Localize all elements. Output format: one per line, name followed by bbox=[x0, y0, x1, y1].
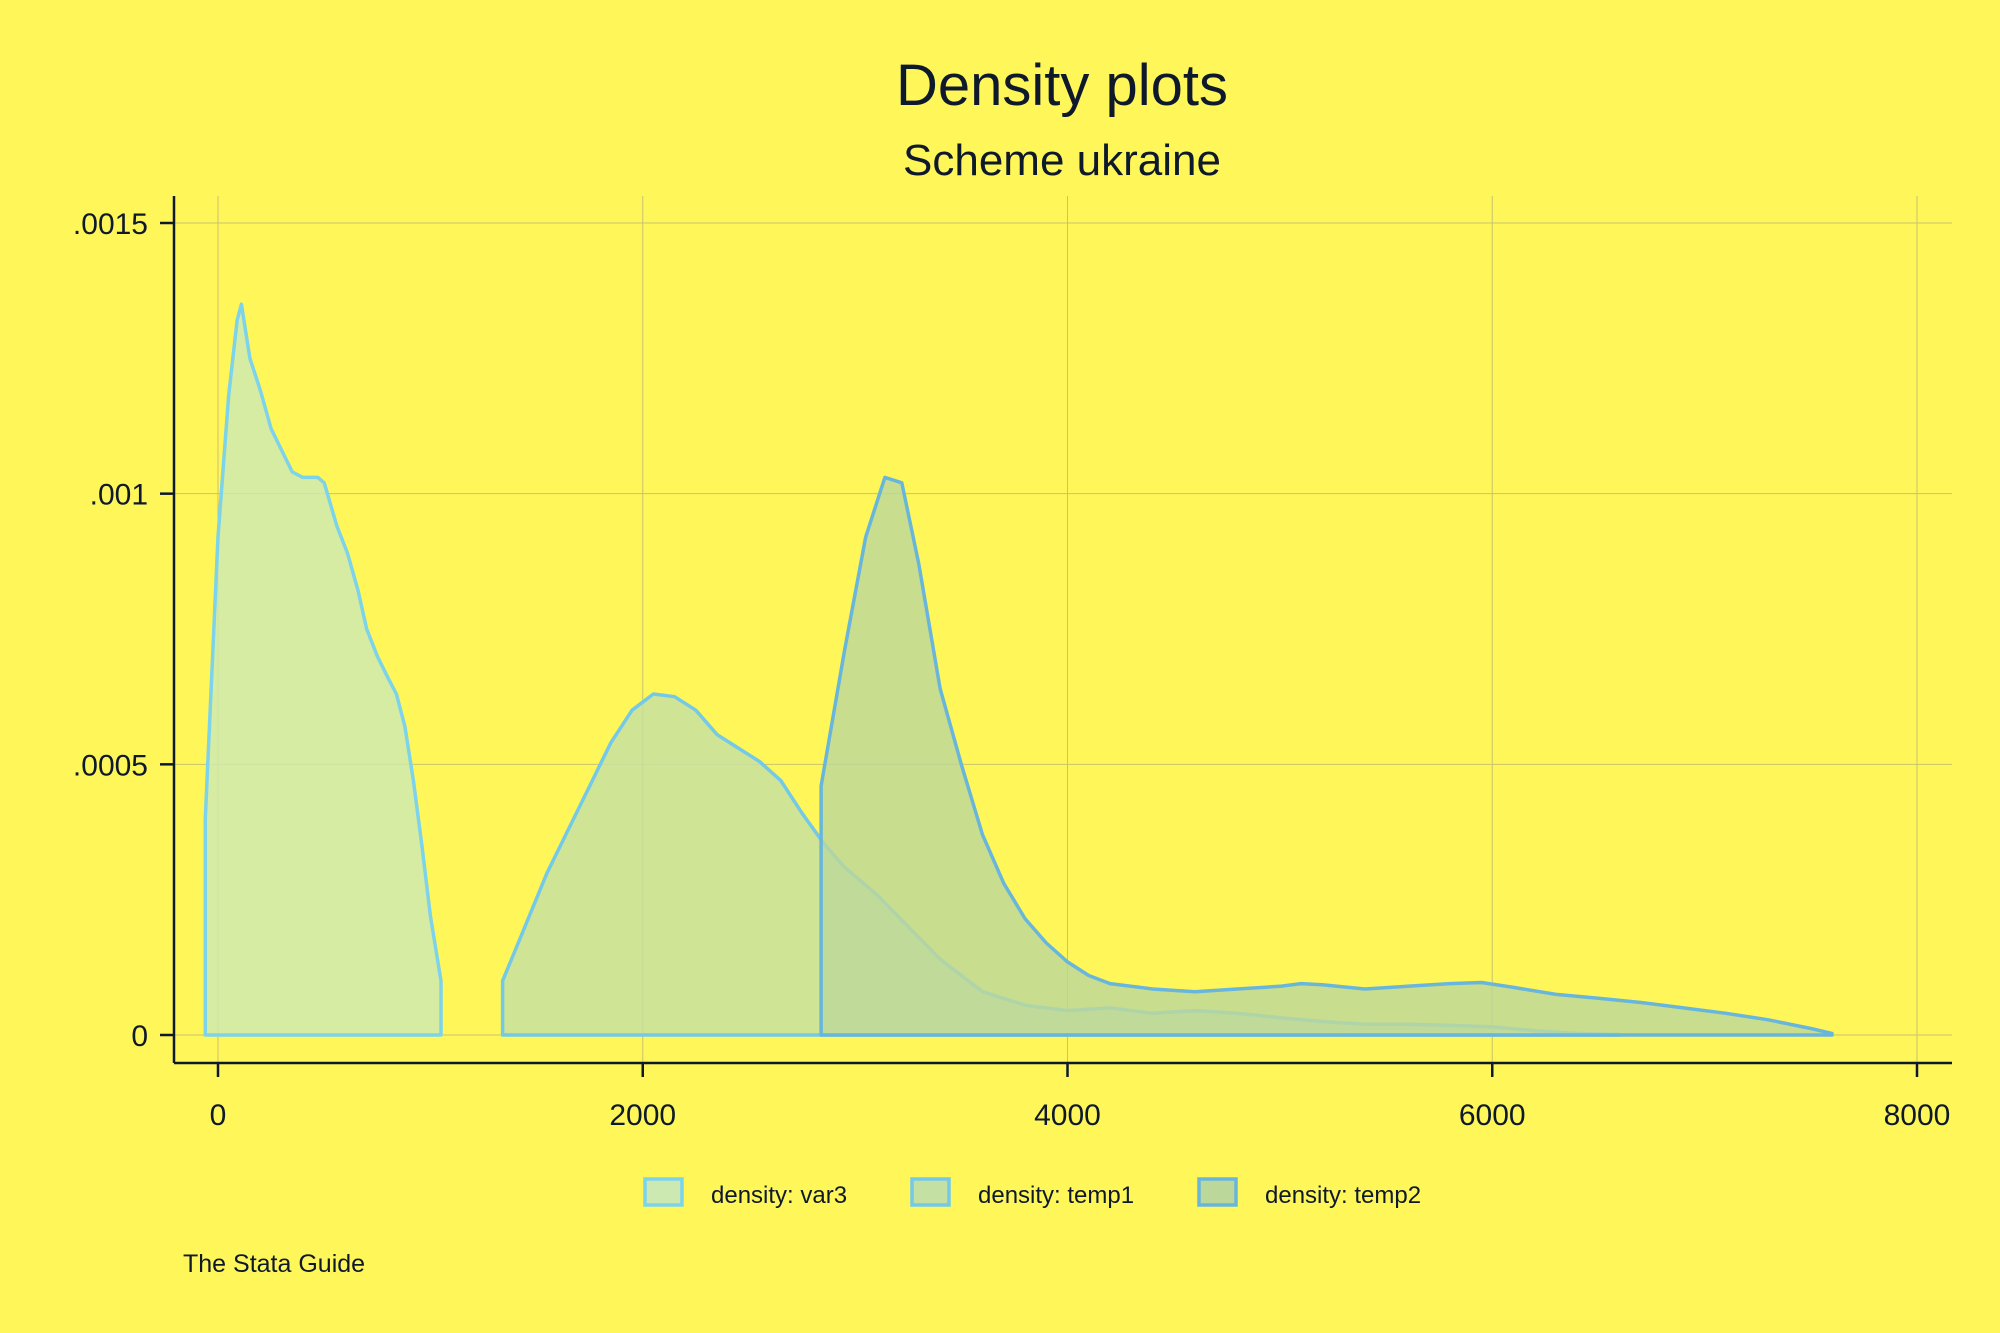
x-tick-label: 4000 bbox=[1034, 1099, 1101, 1132]
legend-swatch bbox=[643, 1177, 684, 1207]
chart-title: Density plots bbox=[896, 53, 1228, 118]
legend-swatch bbox=[910, 1177, 951, 1207]
y-tick-label: 0 bbox=[131, 1020, 148, 1053]
y-tick-label: .001 bbox=[90, 479, 148, 512]
x-tick-label: 0 bbox=[210, 1099, 227, 1132]
density-area-series-3 bbox=[819, 475, 1834, 1037]
density-area-series-1 bbox=[203, 302, 443, 1037]
y-tick-label: .0015 bbox=[73, 208, 148, 241]
legend-label: density: var3 bbox=[711, 1182, 847, 1209]
legend-swatch bbox=[1197, 1177, 1238, 1207]
y-tick-label: .0005 bbox=[73, 749, 148, 782]
legend-label: density: temp1 bbox=[978, 1182, 1134, 1209]
x-tick-label: 6000 bbox=[1459, 1099, 1526, 1132]
axes bbox=[172, 196, 1952, 1065]
x-tick-label: 2000 bbox=[609, 1099, 676, 1132]
legend: density: var3 density: temp1 density: temp… bbox=[643, 1177, 1421, 1209]
axis-ticks: 0 2000 4000 6000 8000 0 .0005 .001 .0015 bbox=[73, 208, 1950, 1132]
density-areas bbox=[203, 302, 1834, 1037]
chart-note: The Stata Guide bbox=[183, 1250, 365, 1278]
chart-subtitle: Scheme ukraine bbox=[903, 136, 1221, 185]
legend-label: density: temp2 bbox=[1265, 1182, 1421, 1209]
x-tick-label: 8000 bbox=[1884, 1099, 1951, 1132]
